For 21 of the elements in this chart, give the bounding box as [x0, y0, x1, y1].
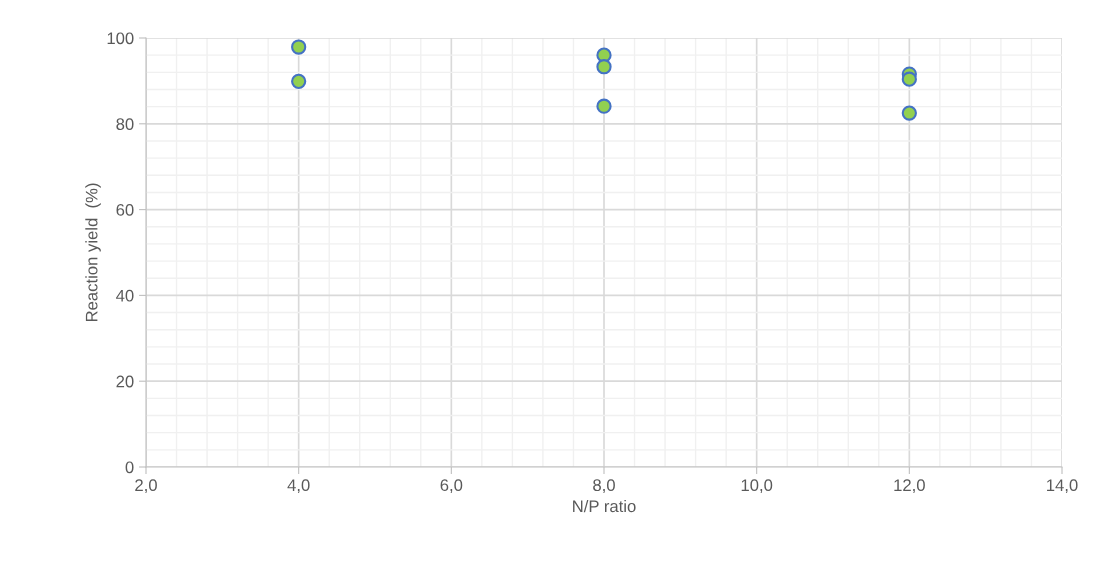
point: [291, 73, 307, 89]
y-tick-label: 80: [116, 118, 134, 130]
point: [596, 59, 612, 75]
x-tick-label: 2,0: [135, 479, 157, 494]
point: [596, 98, 612, 114]
x-tick-label: 10,0: [741, 479, 773, 494]
y-tick-label: 0: [125, 461, 134, 474]
y-axis-title: Reaction yield (%): [85, 183, 101, 322]
x-tick-label: 14,0: [1047, 479, 1078, 494]
point: [901, 71, 917, 87]
x-tick-label: 4,0: [287, 479, 310, 494]
y-tick-label: 20: [116, 375, 134, 388]
point: [901, 105, 917, 121]
x-tick-label: 12,0: [894, 479, 925, 494]
x-axis-title: N/P ratio: [573, 499, 636, 513]
x-tick-label: 6,0: [440, 479, 463, 494]
y-tick-label: 100: [107, 32, 134, 45]
point: [291, 39, 307, 55]
y-tick-label: 60: [116, 204, 134, 216]
y-tick-label: 40: [116, 289, 134, 302]
x-tick-label: 8,0: [593, 479, 615, 494]
